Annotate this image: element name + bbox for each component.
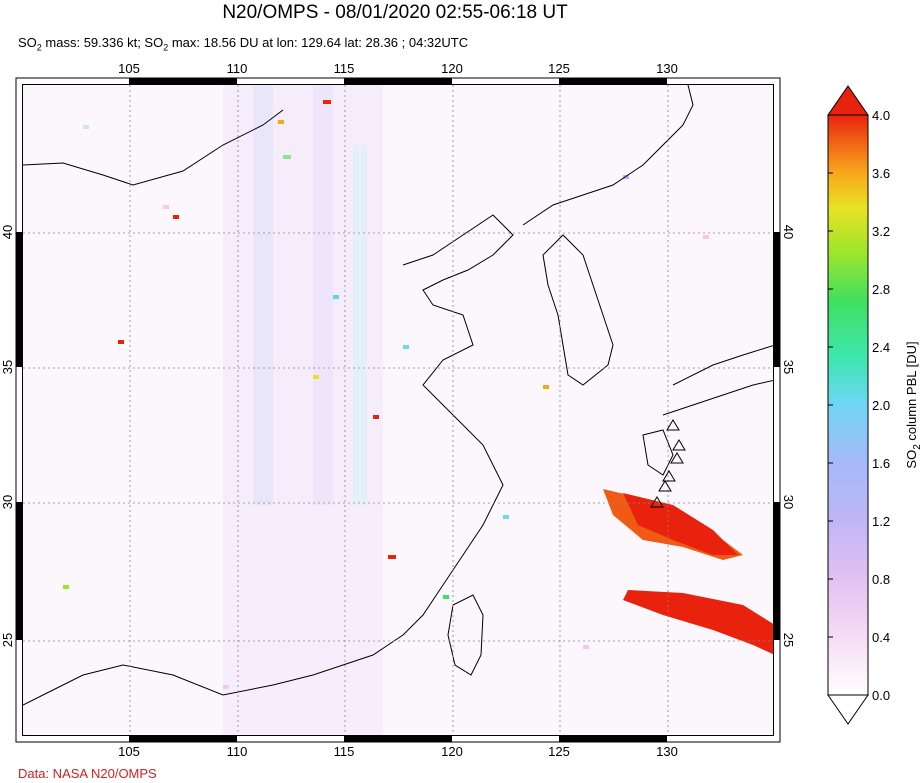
colorbar: 4.0 3.6 3.2 2.8 2.4 2.0 1.6 1.2 0.8 0.4 … xyxy=(827,85,923,725)
lon-tick-label: 125 xyxy=(548,744,570,759)
graticule xyxy=(23,85,773,735)
page-title: N20/OMPS - 08/01/2020 02:55-06:18 UT xyxy=(222,2,568,23)
lon-tick-label: 110 xyxy=(227,744,248,759)
lat-tick-label: 30 xyxy=(0,495,15,509)
lon-tick-label: 120 xyxy=(441,744,463,759)
volcano-icon[interactable] xyxy=(670,452,684,464)
lon-labels-top: 105 110 115 120 125 130 xyxy=(118,61,678,76)
lon-tick-label: 130 xyxy=(656,744,678,759)
colorbar-tick-label: 0.8 xyxy=(872,572,890,587)
colorbar-tick-label: 4.0 xyxy=(872,108,890,123)
colorbar-tick-label: 1.6 xyxy=(872,456,890,471)
colorbar-tick-label: 0.4 xyxy=(872,630,890,645)
noise-speckle xyxy=(63,100,709,689)
lon-tick-label: 125 xyxy=(548,61,570,76)
lat-tick-label: 30 xyxy=(781,495,796,509)
top-frame-bar xyxy=(129,78,667,84)
lon-tick-label: 115 xyxy=(334,744,355,759)
colorbar-tick-label: 1.2 xyxy=(872,514,890,529)
lat-tick-label: 40 xyxy=(0,225,15,239)
lon-tick-label: 105 xyxy=(118,61,140,76)
right-frame-bar xyxy=(774,232,780,640)
volcano-icon[interactable] xyxy=(666,419,680,431)
so2-plume xyxy=(603,489,773,655)
lat-tick-label: 40 xyxy=(781,225,796,239)
left-frame-bar xyxy=(16,232,22,640)
colorbar-tick-label: 2.0 xyxy=(872,398,890,413)
colorbar-tick-label: 2.4 xyxy=(872,340,890,355)
volcano-icon[interactable] xyxy=(672,439,686,451)
lat-tick-label: 35 xyxy=(781,360,796,374)
volcano-icon[interactable] xyxy=(658,480,672,492)
lon-tick-label: 130 xyxy=(656,61,678,76)
lon-tick-label: 120 xyxy=(441,61,463,76)
colorbar-min-arrow xyxy=(827,694,869,725)
lat-tick-label: 25 xyxy=(781,633,796,647)
coastlines xyxy=(23,85,773,706)
colorbar-tick-label: 3.6 xyxy=(872,166,890,181)
lat-tick-label: 35 xyxy=(0,360,15,374)
map-canvas xyxy=(23,85,773,735)
volcano-icon[interactable] xyxy=(650,496,664,508)
colorbar-scale xyxy=(827,114,869,696)
lat-tick-label: 25 xyxy=(0,633,15,647)
lon-tick-label: 110 xyxy=(227,61,248,76)
colorbar-max-arrow xyxy=(827,85,869,116)
colorbar-tick-label: 3.2 xyxy=(872,224,890,239)
lon-tick-label: 105 xyxy=(118,744,140,759)
colorbar-tick-label: 2.8 xyxy=(872,282,890,297)
lon-labels-bottom: 105 110 115 120 125 130 xyxy=(118,744,678,759)
volcano-markers xyxy=(650,419,686,508)
data-credit: Data: NASA N20/OMPS xyxy=(18,766,157,781)
subtitle: SO2 mass: 59.336 kt; SO2 max: 18.56 DU a… xyxy=(18,35,469,53)
so2-map[interactable] xyxy=(22,84,774,736)
colorbar-title: SO2 column PBL [DU] xyxy=(904,341,923,468)
colorbar-tick-label: 0.0 xyxy=(872,688,890,703)
bottom-frame-bar xyxy=(129,736,667,742)
lat-labels-right: 40 35 30 25 xyxy=(781,225,796,647)
lon-tick-label: 115 xyxy=(334,61,355,76)
lat-labels-left: 40 35 30 25 xyxy=(0,225,15,647)
noise-layer xyxy=(223,85,383,735)
volcano-icon[interactable] xyxy=(662,470,676,482)
